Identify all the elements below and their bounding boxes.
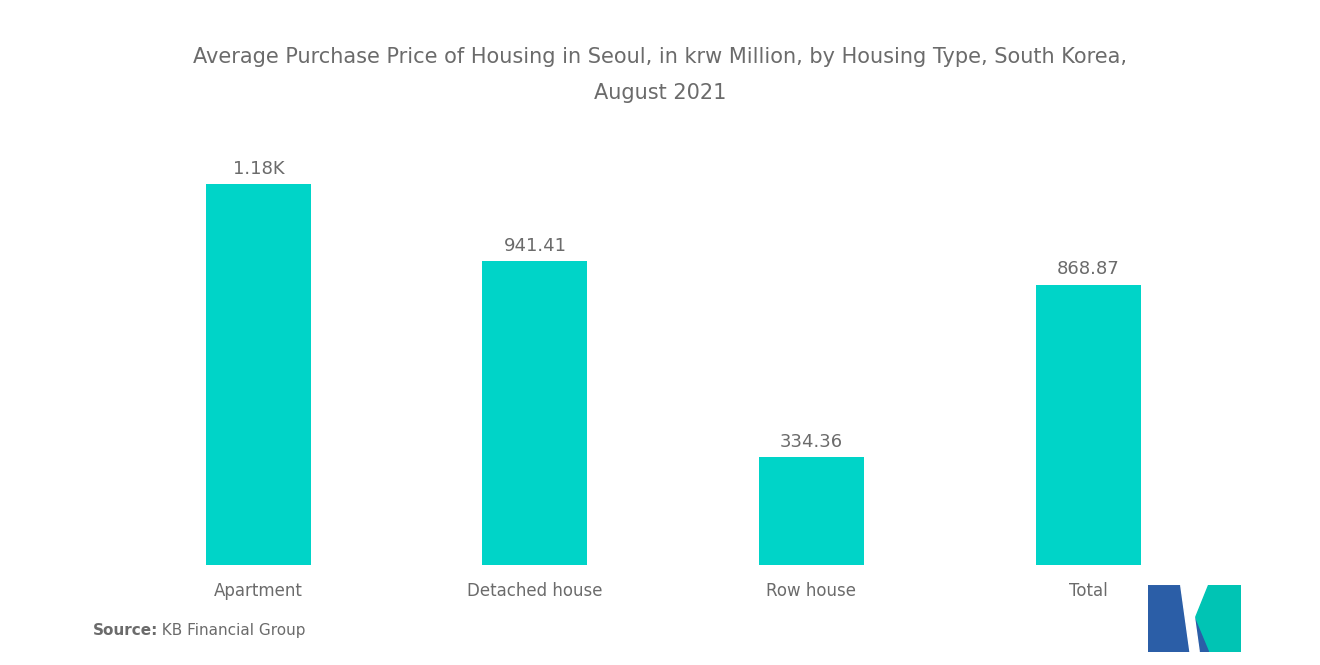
Polygon shape	[1148, 585, 1209, 652]
Text: August 2021: August 2021	[594, 83, 726, 103]
Text: 334.36: 334.36	[780, 433, 843, 451]
Bar	[206, 184, 312, 565]
Text: Source:: Source:	[92, 623, 158, 638]
Text: 1.18K: 1.18K	[232, 160, 284, 178]
Text: 868.87: 868.87	[1057, 260, 1119, 278]
Text: 941.41: 941.41	[503, 237, 566, 255]
Bar	[482, 261, 587, 565]
Bar	[1035, 285, 1140, 565]
Text: Average Purchase Price of Housing in Seoul, in krw Million, by Housing Type, Sou: Average Purchase Price of Housing in Seo…	[193, 47, 1127, 66]
Text: KB Financial Group: KB Financial Group	[152, 623, 305, 638]
Polygon shape	[1180, 585, 1241, 652]
Polygon shape	[1180, 585, 1199, 652]
Bar	[759, 458, 865, 565]
